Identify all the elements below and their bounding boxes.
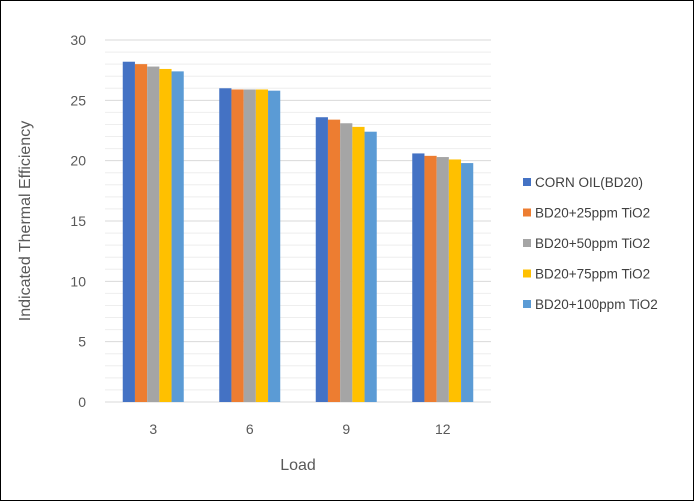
- x-tick-label: 12: [435, 421, 451, 437]
- y-tick-label: 15: [70, 213, 86, 229]
- bar: [448, 159, 462, 402]
- y-tick-label: 0: [78, 394, 86, 410]
- bar: [436, 157, 449, 402]
- y-tick-label: 30: [70, 32, 86, 48]
- legend-label: CORN OIL(BD20): [535, 175, 643, 190]
- bar: [159, 68, 172, 403]
- y-tick-labels: 0 5 10 15 20 25 30: [70, 32, 86, 410]
- bar: [461, 163, 474, 402]
- x-tick-label: 3: [149, 421, 157, 437]
- bar: [122, 61, 135, 402]
- y-tick-label: 10: [70, 273, 86, 289]
- x-tick-labels: 3 6 9 12: [149, 421, 450, 437]
- legend-swatch: [523, 178, 531, 186]
- bar: [340, 123, 353, 402]
- bar: [424, 155, 437, 402]
- bar: [171, 71, 184, 402]
- bar: [364, 131, 377, 402]
- legend-label: BD20+25ppm TiO2: [535, 206, 650, 221]
- bar: [315, 117, 328, 402]
- bar: [268, 90, 281, 403]
- bar: [255, 89, 269, 403]
- legend-label: BD20+75ppm TiO2: [535, 267, 650, 282]
- bar: [412, 153, 425, 402]
- legend-swatch: [523, 269, 531, 278]
- legend-swatch: [523, 300, 531, 308]
- legend: CORN OIL(BD20) BD20+25ppm TiO2 BD20+50ppm …: [523, 175, 658, 312]
- bars: [122, 61, 474, 403]
- legend-swatch: [523, 239, 531, 247]
- bar: [243, 89, 256, 403]
- bar: [327, 119, 341, 402]
- y-tick-label: 25: [70, 92, 86, 108]
- legend-label: BD20+100ppm TiO2: [535, 297, 658, 312]
- legend-swatch: [523, 208, 531, 217]
- bar: [134, 64, 148, 402]
- x-axis-title: Load: [280, 457, 316, 474]
- bar: [352, 126, 365, 402]
- bar: [231, 89, 244, 403]
- x-tick-label: 6: [246, 421, 254, 437]
- y-axis-title: Indicated Thermal Efficiency: [17, 121, 34, 321]
- bar: [219, 88, 232, 403]
- x-tick-label: 9: [342, 421, 350, 437]
- bar: [147, 66, 160, 403]
- legend-label: BD20+50ppm TiO2: [535, 236, 650, 251]
- y-tick-label: 5: [78, 334, 86, 350]
- y-tick-label: 20: [70, 153, 86, 169]
